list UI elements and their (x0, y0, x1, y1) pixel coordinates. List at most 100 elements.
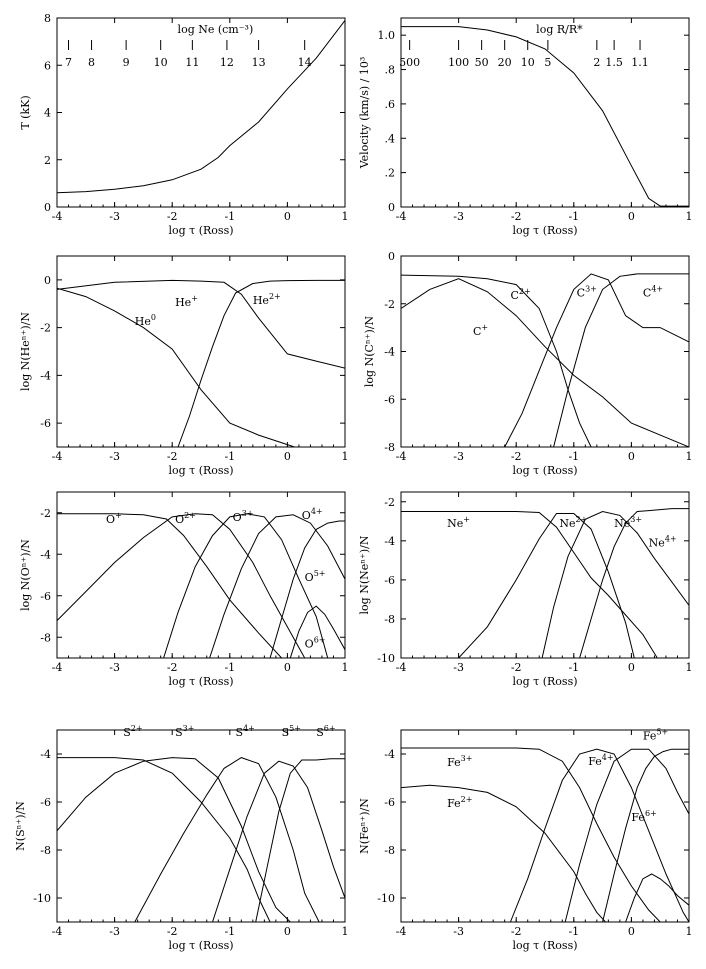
ion-label-Fe2+: Fe2+ (447, 795, 472, 810)
ion-label-Fe4+: Fe4+ (588, 753, 613, 768)
x-tick-label: 1 (342, 210, 349, 223)
x-tick-label: -3 (453, 661, 464, 674)
plot-frame (400, 255, 690, 448)
y-tick-label: 0 (388, 250, 395, 263)
ion-label-O4+: O4+ (302, 507, 323, 522)
y-tick-label: -2 (40, 507, 51, 520)
x-tick-label: -2 (511, 450, 522, 463)
x-tick-label: -4 (396, 450, 407, 463)
y-axis-label: N(Sⁿ⁺)/N (14, 801, 27, 851)
series-T (57, 20, 345, 194)
x-axis-label: log τ (Ross) (512, 224, 577, 237)
top-axis-label: 11 (185, 56, 199, 69)
series-C+ (401, 278, 689, 447)
ion-label-S6+: S6+ (316, 724, 335, 739)
y-tick-label: -6 (384, 574, 395, 587)
x-tick-label: 1 (686, 925, 693, 938)
plot-frame (400, 729, 690, 923)
series-Ne4+ (579, 508, 689, 658)
y-tick-label: 1.0 (378, 29, 396, 42)
series-C4+ (553, 273, 689, 447)
x-tick-label: -3 (453, 925, 464, 938)
series-O6+ (289, 605, 345, 658)
ion-label-Fe6+: Fe6+ (631, 809, 656, 824)
x-tick-label: -4 (396, 925, 407, 938)
x-axis-label: log τ (Ross) (512, 464, 577, 477)
y-tick-label: -4 (384, 535, 395, 548)
x-tick-label: 1 (342, 661, 349, 674)
x-tick-label: 1 (686, 450, 693, 463)
y-tick-label: -6 (40, 590, 51, 603)
y-tick-label: 0 (388, 201, 395, 214)
x-tick-label: 0 (284, 450, 291, 463)
plot-frame (56, 491, 346, 659)
y-tick-label: -2 (384, 298, 395, 311)
ion-label-Fe3+: Fe3+ (447, 754, 472, 769)
ion-label-O+: O+ (106, 511, 122, 526)
x-tick-label: 1 (686, 210, 693, 223)
panel-carbon: -4 -3 -2 -1 0 1 -8 -6 -4 -2 0 log τ (Ross) log N(Cⁿ⁺… (363, 250, 693, 477)
series-O2+ (57, 513, 306, 658)
plot-frame (56, 17, 346, 208)
series-S6+ (255, 758, 345, 922)
y-tick-label: -10 (33, 892, 51, 905)
x-axis-label: log τ (Ross) (168, 464, 233, 477)
x-tick-label: -3 (109, 450, 120, 463)
panel-helium: -4 -3 -2 -1 0 1 -6 -4 -2 0 log τ (Ross) log N(Heⁿ⁺)… (19, 255, 349, 477)
top-axis-label: 5 (544, 56, 551, 69)
y-tick-label: -8 (384, 844, 395, 857)
x-tick-label: 0 (284, 210, 291, 223)
x-tick-label: 0 (628, 450, 635, 463)
y-tick-label: -8 (40, 844, 51, 857)
y-axis-label: Velocity (km/s) / 10³ (358, 57, 371, 170)
y-axis-label: log N(Cⁿ⁺)/N (363, 316, 376, 388)
y-tick-label: -6 (40, 417, 51, 430)
x-tick-label: -3 (109, 925, 120, 938)
series-C3+ (504, 273, 689, 447)
y-tick-label: -8 (384, 613, 395, 626)
ion-label-O2+: O2+ (175, 511, 196, 526)
ion-label-S3+: S3+ (175, 724, 194, 739)
x-tick-label: 1 (342, 450, 349, 463)
y-tick-label: 0 (44, 201, 51, 214)
y-tick-label: .8 (385, 64, 396, 77)
y-tick-label: 8 (44, 12, 51, 25)
ion-label-S4+: S4+ (236, 724, 255, 739)
y-tick-label: 2 (44, 154, 51, 167)
x-tick-label: -3 (109, 661, 120, 674)
series-O4+ (209, 514, 345, 658)
series-He+ (57, 279, 345, 369)
top-axis-label: 500 (399, 56, 420, 69)
x-axis-label: log τ (Ross) (168, 224, 233, 237)
y-tick-label: .6 (385, 98, 396, 111)
series-Fe5+ (564, 748, 689, 922)
x-tick-label: -1 (224, 210, 235, 223)
y-axis-label: log N(Oⁿ⁺)/N (19, 539, 32, 611)
x-tick-label: -2 (511, 925, 522, 938)
series-He2+ (177, 279, 345, 447)
x-tick-label: -2 (167, 450, 178, 463)
ion-label-Ne2+: Ne2+ (559, 515, 587, 530)
x-tick-label: 0 (284, 925, 291, 938)
y-tick-label: -2 (384, 496, 395, 509)
y-tick-label: -8 (384, 441, 395, 454)
y-tick-label: -2 (40, 322, 51, 335)
top-axis-label: 14 (298, 56, 312, 69)
series-Fe4+ (509, 748, 689, 922)
x-tick-label: 0 (284, 661, 291, 674)
plot-frame (400, 17, 690, 208)
series-Velocity (401, 26, 689, 207)
x-tick-label: -2 (511, 210, 522, 223)
x-axis-label: log τ (Ross) (168, 675, 233, 688)
top-axis-label: 1.1 (631, 56, 649, 69)
series-Fe2+ (401, 784, 606, 922)
y-tick-label: 6 (44, 59, 51, 72)
series-S3+ (57, 757, 291, 922)
x-tick-label: -2 (167, 661, 178, 674)
series-O3+ (163, 513, 329, 658)
